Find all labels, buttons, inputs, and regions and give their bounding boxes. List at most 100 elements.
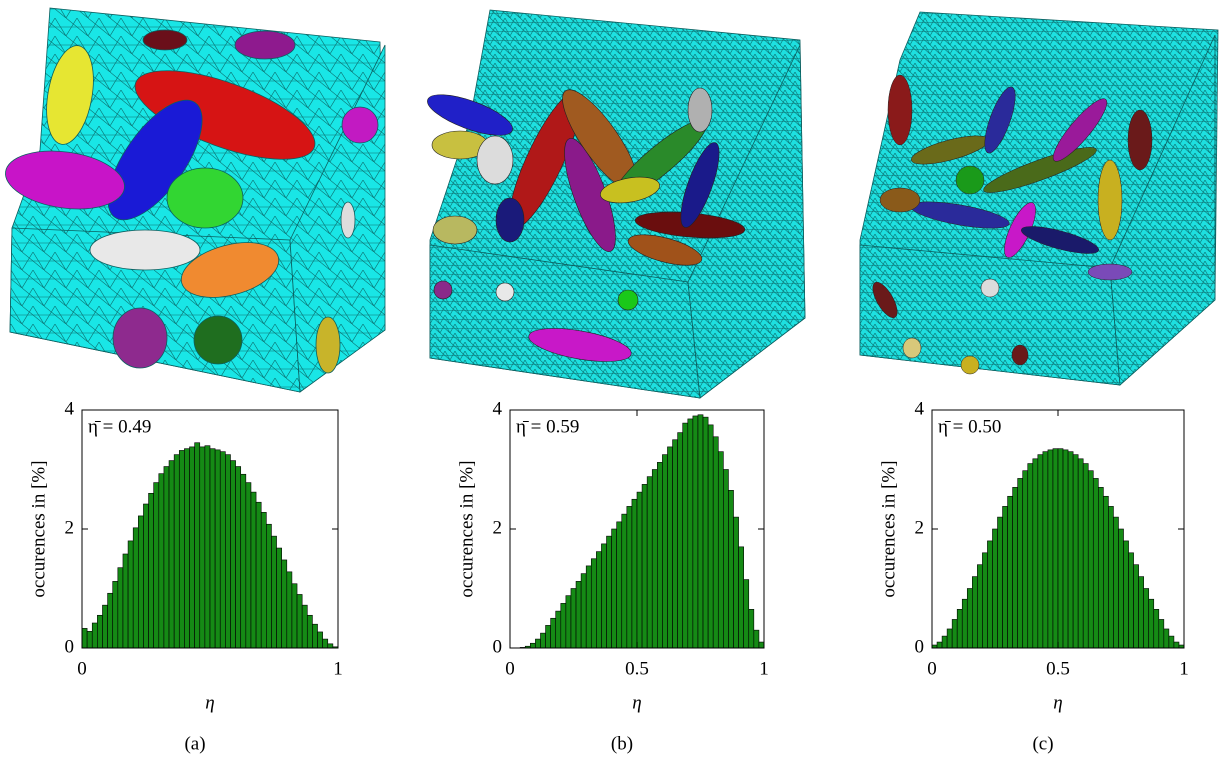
bar <box>174 455 179 648</box>
bar <box>947 629 952 648</box>
y-axis-label: occurences in [%] <box>456 460 477 597</box>
bar <box>591 559 596 648</box>
bar <box>667 447 672 648</box>
bar <box>184 449 189 648</box>
y-tick-label: 2 <box>915 517 925 538</box>
bar <box>1134 565 1139 648</box>
bar <box>1003 506 1008 648</box>
bar <box>1068 452 1073 648</box>
bar <box>87 631 92 648</box>
bar <box>982 553 987 648</box>
y-tick-label: 2 <box>493 517 503 538</box>
x-tick-label: 0 <box>505 658 515 679</box>
bar <box>627 506 632 648</box>
bar <box>962 599 967 648</box>
mesh-render-a <box>2 8 385 392</box>
bar <box>92 623 97 648</box>
bar <box>108 593 113 648</box>
bar <box>759 642 764 648</box>
bar <box>571 589 576 649</box>
x-axis-label: η <box>205 692 214 713</box>
bar <box>302 605 307 648</box>
bar <box>998 517 1003 648</box>
bar <box>149 493 154 648</box>
bar <box>82 628 87 648</box>
bar <box>246 483 251 648</box>
bar <box>200 447 205 648</box>
bar <box>739 547 744 648</box>
x-tick-label: 0.5 <box>625 658 649 679</box>
bar <box>1073 455 1078 648</box>
bar <box>1108 506 1113 648</box>
bar <box>992 529 997 648</box>
bar <box>1043 452 1048 648</box>
bar <box>1063 450 1068 648</box>
y-tick-label: 4 <box>65 398 75 419</box>
bar <box>586 566 591 648</box>
figure: 02401η̄ = 0.49ηoccurences in [%](a)02400… <box>0 0 1221 759</box>
bar <box>551 618 556 648</box>
bar <box>190 447 195 648</box>
bar <box>271 536 276 648</box>
bar <box>698 415 703 648</box>
bar <box>693 416 698 648</box>
bar <box>1113 517 1118 648</box>
bar <box>159 474 164 648</box>
bar <box>937 642 942 648</box>
bar <box>749 609 754 648</box>
bar <box>277 548 282 648</box>
bar <box>1139 577 1144 648</box>
bar <box>1078 459 1083 648</box>
bar <box>220 452 225 648</box>
bar <box>632 499 637 648</box>
bar <box>601 544 606 648</box>
bar <box>728 490 733 648</box>
y-tick-label: 2 <box>65 517 75 538</box>
bar <box>683 423 688 648</box>
bar <box>1033 459 1038 648</box>
bar <box>97 615 102 648</box>
bar <box>113 581 118 648</box>
bar <box>596 552 601 648</box>
bar <box>307 615 312 648</box>
bar <box>1023 471 1028 648</box>
bar <box>688 419 693 648</box>
caption: (c) <box>1032 733 1053 754</box>
bar <box>678 433 683 648</box>
bar <box>977 565 982 648</box>
bar <box>123 554 128 648</box>
bar <box>1093 478 1098 648</box>
bar <box>673 440 678 648</box>
caption: (a) <box>184 733 205 754</box>
bar <box>1129 553 1134 648</box>
bar <box>179 450 184 648</box>
y-tick-label: 0 <box>915 636 925 657</box>
bar <box>318 632 323 648</box>
bar <box>642 484 647 648</box>
bar <box>195 443 200 648</box>
bar <box>1018 478 1023 648</box>
bar <box>210 449 215 648</box>
y-tick-label: 4 <box>915 398 925 419</box>
bar <box>546 625 551 648</box>
bar <box>734 517 739 648</box>
bar <box>1164 629 1169 648</box>
y-tick-label: 4 <box>493 398 503 419</box>
bar <box>143 504 148 648</box>
x-tick-label: 1 <box>333 658 343 679</box>
bar <box>1038 455 1043 648</box>
bar <box>1028 464 1033 648</box>
x-tick-label: 1 <box>759 658 769 679</box>
x-tick-label: 0 <box>927 658 937 679</box>
bar <box>312 624 317 648</box>
bar <box>637 492 642 648</box>
bar <box>215 450 220 648</box>
bar <box>952 619 957 648</box>
bar <box>1149 599 1154 648</box>
y-axis-label: occurences in [%] <box>28 460 49 597</box>
bar <box>169 461 174 648</box>
bar <box>657 462 662 648</box>
x-tick-label: 1 <box>1179 658 1189 679</box>
bar <box>987 541 992 648</box>
bar <box>102 605 107 648</box>
